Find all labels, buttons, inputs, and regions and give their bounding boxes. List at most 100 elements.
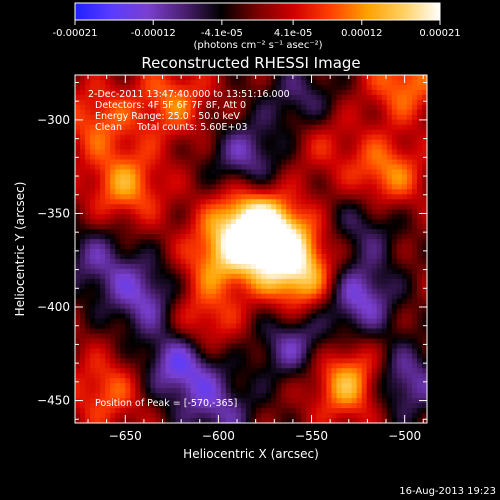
heatmap-cell [371, 219, 378, 225]
heatmap-cell [105, 393, 111, 399]
heatmap-cell [155, 84, 162, 91]
heatmap-cell [195, 393, 202, 399]
heatmap-cell [401, 343, 408, 350]
heatmap-cell [120, 368, 126, 374]
heatmap-cell [235, 303, 242, 310]
heatmap-cell [105, 398, 111, 404]
heatmap-cell [165, 268, 172, 275]
heatmap-cell [421, 134, 427, 141]
heatmap-cell [326, 273, 333, 280]
heatmap-cell [251, 313, 257, 320]
heatmap-cell [251, 253, 257, 260]
heatmap-cell [190, 413, 197, 419]
heatmap-cell [190, 263, 197, 270]
heatmap-cell [311, 224, 317, 230]
heatmap-cell [281, 258, 287, 265]
heatmap-cell [245, 179, 252, 185]
heatmap-cell [356, 99, 363, 106]
heatmap-cell [135, 214, 141, 220]
heatmap-cell [125, 278, 131, 285]
heatmap-cell [411, 258, 418, 265]
heatmap-cell [245, 328, 252, 335]
heatmap-cell [371, 338, 378, 345]
heatmap-cell [256, 239, 262, 245]
heatmap-cell [376, 234, 383, 240]
heatmap-cell [256, 99, 262, 106]
colorbar-frame [74, 2, 441, 21]
heatmap-cell [406, 413, 413, 419]
heatmap-cell [75, 124, 81, 131]
heatmap-cell [235, 119, 242, 126]
heatmap-cell [175, 363, 182, 369]
heatmap-cell [235, 144, 242, 151]
heatmap-cell [356, 114, 363, 121]
heatmap-cell [341, 328, 348, 335]
heatmap-cell [150, 84, 157, 91]
heatmap-cell [85, 398, 91, 404]
heatmap-cell [130, 333, 136, 340]
heatmap-cell [381, 114, 388, 121]
heatmap-cell [110, 144, 116, 151]
heatmap-cell [361, 164, 368, 171]
heatmap-cell [301, 378, 307, 384]
heatmap-cell [356, 308, 363, 315]
heatmap-cell [261, 219, 267, 225]
heatmap-cell [351, 413, 358, 419]
heatmap-cell [75, 159, 81, 166]
heatmap-cell [100, 229, 106, 235]
heatmap-cell [336, 403, 343, 409]
heatmap-cell [175, 224, 182, 230]
heatmap-cell [346, 199, 353, 205]
heatmap-cell [316, 308, 322, 315]
heatmap-cell [416, 124, 423, 131]
heatmap-cell [386, 393, 393, 399]
heatmap-cell [411, 343, 418, 350]
heatmap-cell [170, 75, 177, 81]
heatmap-cell [301, 313, 307, 320]
heatmap-cell [230, 204, 237, 210]
heatmap-cell [326, 114, 333, 121]
heatmap-cell [366, 373, 373, 379]
heatmap-cell [85, 268, 91, 275]
heatmap-cell [170, 353, 177, 359]
heatmap-cell [366, 79, 373, 86]
heatmap-cell [341, 119, 348, 126]
heatmap-cell [316, 358, 322, 364]
heatmap-cell [165, 373, 172, 379]
heatmap-cell [326, 144, 333, 151]
heatmap-cell [115, 124, 121, 131]
heatmap-cell [100, 159, 106, 166]
heatmap-cell [120, 164, 126, 171]
heatmap-cell [296, 114, 302, 121]
heatmap-cell [105, 75, 111, 81]
colorbar-strip [75, 3, 440, 20]
heatmap-cell [120, 408, 126, 414]
heatmap-cell [331, 383, 338, 389]
heatmap-cell [125, 313, 131, 320]
heatmap-cell [120, 303, 126, 310]
heatmap-cell [341, 244, 348, 250]
heatmap-cell [346, 109, 353, 116]
heatmap-cell [346, 249, 353, 255]
heatmap-cell [220, 229, 227, 235]
heatmap-cell [90, 373, 96, 379]
heatmap-cell [331, 363, 338, 369]
heatmap-cell [376, 89, 383, 96]
heatmap-cell [85, 388, 91, 394]
heatmap-cell [190, 234, 197, 240]
heatmap-cell [261, 119, 267, 126]
heatmap-cell [371, 209, 378, 215]
heatmap-cell [150, 278, 157, 285]
heatmap-cell [245, 373, 252, 379]
heatmap-cell [366, 109, 373, 116]
heatmap-cell [401, 189, 408, 195]
heatmap-cell [210, 353, 217, 359]
heatmap-cell [100, 378, 106, 384]
heatmap-cell [316, 408, 322, 414]
heatmap-cell [366, 403, 373, 409]
heatmap-cell [266, 253, 272, 260]
heatmap-cell [165, 249, 172, 255]
heatmap-cell [130, 119, 136, 126]
heatmap-cell [150, 174, 157, 180]
heatmap-cell [235, 189, 242, 195]
